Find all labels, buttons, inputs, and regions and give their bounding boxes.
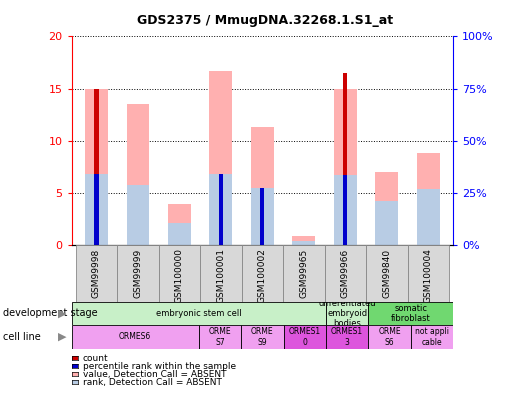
Bar <box>408 245 449 302</box>
Text: GSM99840: GSM99840 <box>382 248 391 298</box>
Bar <box>343 175 347 245</box>
Bar <box>85 89 108 245</box>
Bar <box>209 174 232 245</box>
Bar <box>117 245 158 302</box>
Text: ▶: ▶ <box>58 332 66 342</box>
Text: GSM99998: GSM99998 <box>92 248 101 298</box>
Bar <box>343 73 347 245</box>
Text: embryonic stem cell: embryonic stem cell <box>156 309 242 318</box>
Bar <box>411 325 453 349</box>
Text: GSM100004: GSM100004 <box>424 248 433 303</box>
Text: count: count <box>83 354 108 362</box>
Bar <box>293 236 315 245</box>
Text: percentile rank within the sample: percentile rank within the sample <box>83 362 236 371</box>
Text: ORMES1
0: ORMES1 0 <box>289 327 321 347</box>
Bar <box>127 185 149 245</box>
Bar <box>251 188 274 245</box>
Bar <box>417 153 440 245</box>
Bar <box>168 205 191 245</box>
Bar <box>209 71 232 245</box>
Text: GSM99966: GSM99966 <box>341 248 350 298</box>
Bar <box>241 325 284 349</box>
Text: GSM100000: GSM100000 <box>175 248 184 303</box>
Text: ORME
S6: ORME S6 <box>378 327 401 347</box>
Bar <box>199 325 241 349</box>
Text: ORMES1
3: ORMES1 3 <box>331 327 363 347</box>
Bar <box>366 245 408 302</box>
Text: ▶: ▶ <box>58 309 66 318</box>
Bar <box>158 245 200 302</box>
Text: GSM100001: GSM100001 <box>216 248 225 303</box>
Bar <box>326 302 368 325</box>
Text: ORME
S7: ORME S7 <box>209 327 231 347</box>
Text: differentiated
embryoid
bodies: differentiated embryoid bodies <box>319 298 376 328</box>
Bar <box>219 174 223 245</box>
Bar <box>242 245 283 302</box>
Text: ORME
S9: ORME S9 <box>251 327 273 347</box>
Text: GSM100002: GSM100002 <box>258 248 267 303</box>
Bar <box>72 325 199 349</box>
Text: GSM99965: GSM99965 <box>299 248 308 298</box>
Text: cell line: cell line <box>3 332 40 342</box>
Bar <box>368 325 411 349</box>
Bar <box>417 189 440 245</box>
Bar <box>72 302 326 325</box>
Text: ORMES6: ORMES6 <box>119 333 151 341</box>
Bar <box>94 174 99 245</box>
Text: not appli
cable: not appli cable <box>415 327 449 347</box>
Bar <box>127 104 149 245</box>
Text: value, Detection Call = ABSENT: value, Detection Call = ABSENT <box>83 370 226 379</box>
Bar <box>85 174 108 245</box>
Bar <box>326 325 368 349</box>
Bar <box>334 89 357 245</box>
Bar <box>94 89 99 245</box>
Text: somatic
fibroblast: somatic fibroblast <box>391 304 430 323</box>
Bar <box>260 188 264 245</box>
Text: rank, Detection Call = ABSENT: rank, Detection Call = ABSENT <box>83 378 222 387</box>
Bar <box>284 325 326 349</box>
Bar <box>76 245 117 302</box>
Text: GSM99999: GSM99999 <box>134 248 143 298</box>
Bar <box>251 127 274 245</box>
Bar <box>168 223 191 245</box>
Text: GDS2375 / MmugDNA.32268.1.S1_at: GDS2375 / MmugDNA.32268.1.S1_at <box>137 14 393 27</box>
Bar <box>375 201 398 245</box>
Bar <box>375 172 398 245</box>
Bar <box>293 241 315 245</box>
Bar <box>200 245 242 302</box>
Bar <box>368 302 453 325</box>
Bar <box>334 175 357 245</box>
Bar <box>283 245 324 302</box>
Bar <box>324 245 366 302</box>
Text: development stage: development stage <box>3 309 98 318</box>
